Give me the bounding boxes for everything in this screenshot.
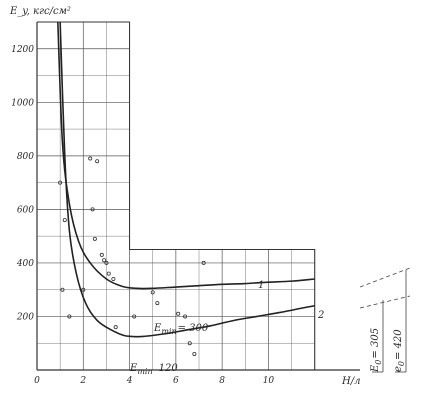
x-tick-label: 6 bbox=[173, 376, 179, 386]
data-point bbox=[99, 252, 104, 257]
emin-lower-label: Emin 120 bbox=[129, 363, 178, 376]
data-point bbox=[106, 271, 111, 276]
x-tick-label: 4 bbox=[126, 376, 133, 386]
curves bbox=[57, 21, 315, 338]
asymptote-line-lower bbox=[359, 295, 411, 309]
x-tick-label: 0 bbox=[34, 376, 40, 386]
data-point bbox=[81, 287, 86, 292]
data-point bbox=[201, 260, 206, 265]
x-tick-label: 8 bbox=[219, 376, 225, 386]
data-point bbox=[67, 314, 72, 319]
asymptote-lower-label: E0= 305 bbox=[370, 328, 383, 373]
curve-2 bbox=[59, 21, 315, 338]
data-point bbox=[62, 218, 67, 223]
data-point bbox=[88, 156, 93, 161]
y-axis-title: E_y, кгс/см² bbox=[9, 6, 71, 17]
data-point bbox=[95, 159, 100, 164]
tick-labels: 0 2 4 6 8 10 200 400 600 800 1000 1200 bbox=[11, 45, 274, 386]
x-tick-label: 2 bbox=[79, 376, 86, 386]
y-tick-label: 400 bbox=[16, 259, 34, 269]
data-point bbox=[132, 314, 137, 319]
data-point bbox=[60, 287, 65, 292]
data-point bbox=[192, 351, 197, 356]
x-axis-title: H/л bbox=[341, 376, 360, 387]
data-point bbox=[58, 180, 63, 185]
data-point bbox=[90, 207, 95, 212]
data-point bbox=[104, 260, 109, 265]
data-point bbox=[113, 325, 118, 330]
curve-1-label: 1 bbox=[258, 280, 264, 291]
data-point bbox=[102, 258, 107, 263]
y-tick-label: 600 bbox=[17, 205, 34, 215]
emin-upper-label: Emin= 300 bbox=[153, 323, 209, 336]
data-point bbox=[176, 311, 181, 316]
y-tick-label: 1200 bbox=[11, 45, 34, 55]
data-point bbox=[155, 301, 160, 306]
grid-border bbox=[37, 21, 316, 370]
curve-1 bbox=[57, 21, 315, 290]
data-point bbox=[150, 290, 155, 295]
chart-axes bbox=[36, 22, 360, 371]
y-tick-label: 200 bbox=[16, 312, 34, 322]
x-tick-label: 10 bbox=[263, 376, 275, 386]
y-tick-label: 800 bbox=[17, 152, 34, 162]
asymptote-upper-label: e0= 420 bbox=[393, 329, 406, 372]
asymptote-line-upper bbox=[359, 267, 411, 288]
curve-2-label: 2 bbox=[317, 310, 324, 321]
scatter-points bbox=[58, 156, 206, 356]
chart-grid bbox=[37, 21, 316, 370]
data-point bbox=[111, 276, 116, 281]
asymptote-guides bbox=[359, 267, 411, 373]
data-point bbox=[187, 341, 192, 346]
y-tick-label: 1000 bbox=[11, 98, 34, 108]
data-point bbox=[92, 236, 97, 241]
data-point bbox=[183, 314, 188, 319]
